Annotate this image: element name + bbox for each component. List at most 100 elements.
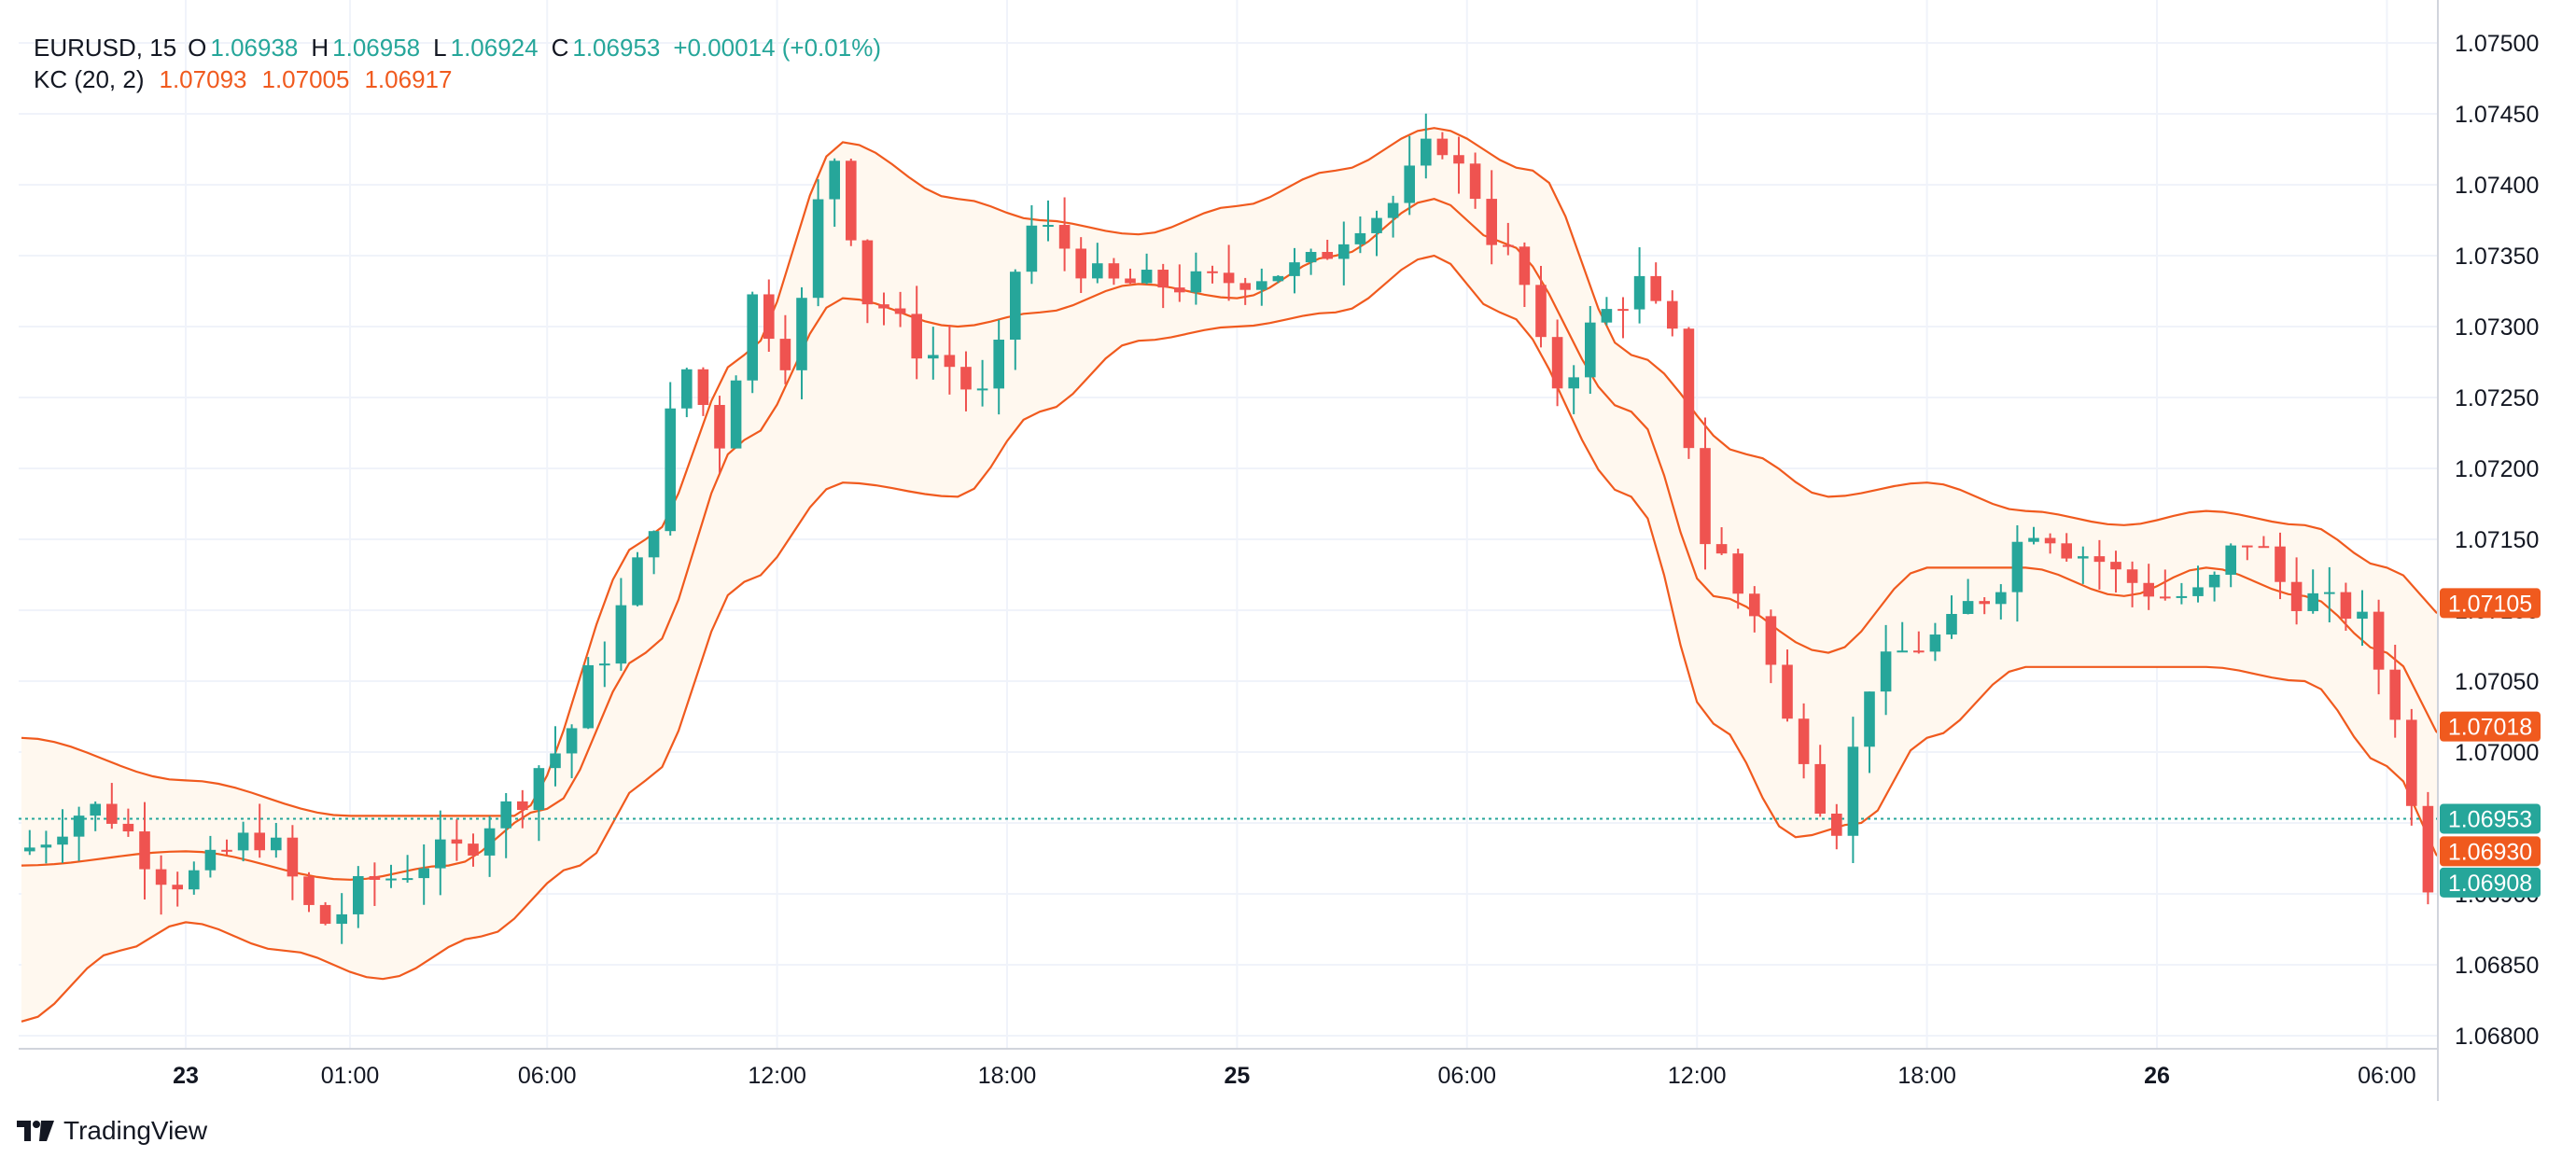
candle xyxy=(287,825,299,900)
candle-body xyxy=(353,875,364,914)
candle xyxy=(1272,274,1284,284)
keltner-lower-line xyxy=(21,254,2454,1023)
candle xyxy=(1075,237,1086,293)
candle xyxy=(1585,306,1596,395)
candle xyxy=(2176,582,2188,605)
candle-body xyxy=(1436,138,1449,156)
candle xyxy=(353,866,364,928)
candle xyxy=(2143,564,2154,610)
candle-body xyxy=(2160,596,2171,599)
price-label-background xyxy=(2440,588,2541,619)
candle-body xyxy=(911,314,922,359)
candle-body xyxy=(1503,244,1514,247)
candle-body xyxy=(1650,275,1661,301)
candle xyxy=(1535,265,1547,348)
candle xyxy=(2225,543,2236,588)
close-label: C xyxy=(551,34,569,62)
candle-body xyxy=(1519,246,1531,286)
candle xyxy=(1880,624,1892,716)
candle xyxy=(1551,319,1563,407)
candle xyxy=(779,314,791,384)
candle-body xyxy=(451,839,463,844)
candle xyxy=(483,816,496,877)
time-tick-label: 23 xyxy=(173,1063,199,1089)
candle xyxy=(1338,221,1350,286)
candle-body xyxy=(2143,582,2154,597)
candle-body xyxy=(1667,300,1678,329)
candle-body xyxy=(566,728,578,754)
price-tick-label: 1.06850 xyxy=(2455,953,2539,979)
candle-body xyxy=(1125,278,1136,284)
symbol-label[interactable]: EURUSD, 15 xyxy=(34,34,177,62)
candle-body xyxy=(24,847,35,852)
candle-body xyxy=(73,816,85,837)
candle-body xyxy=(763,294,775,340)
candle-body xyxy=(1058,225,1071,249)
tradingview-logo[interactable]: TradingView xyxy=(17,1116,207,1146)
candle-body xyxy=(2242,545,2253,548)
candle xyxy=(468,833,479,867)
candle xyxy=(517,789,528,829)
candle-body xyxy=(1043,225,1054,228)
candle xyxy=(2422,791,2434,905)
keltner-middle-line xyxy=(21,198,2454,881)
candle xyxy=(1239,277,1251,305)
candle xyxy=(2389,645,2401,738)
candle-body xyxy=(517,801,528,811)
candle xyxy=(1207,265,1218,284)
candle-body xyxy=(1174,287,1185,293)
candle xyxy=(1486,170,1497,265)
price-label-background xyxy=(2440,711,2541,742)
candle-body xyxy=(2340,592,2352,620)
candle-body xyxy=(1289,262,1300,276)
candle-body xyxy=(287,837,299,877)
candle xyxy=(1125,268,1136,285)
candle xyxy=(369,862,381,906)
candle xyxy=(1700,417,1711,570)
candle-body xyxy=(435,839,446,869)
candle xyxy=(697,367,709,416)
price-label-background xyxy=(2440,803,2541,834)
candle xyxy=(2110,551,2121,592)
candle xyxy=(1962,579,1974,615)
candle-body xyxy=(665,408,676,532)
time-tick-label: 06:00 xyxy=(518,1063,577,1089)
candle-body xyxy=(1092,263,1103,279)
candle xyxy=(1058,197,1071,272)
candle-body xyxy=(1453,155,1464,164)
candle-body xyxy=(1962,601,1974,614)
candle-body xyxy=(730,380,742,449)
kc-upper-value: 1.07093 xyxy=(159,65,247,93)
candle xyxy=(2258,536,2270,549)
indicator-legend-row[interactable]: KC (20, 2) 1.07093 1.07005 1.06917 xyxy=(34,63,881,95)
candle-body xyxy=(1782,664,1793,719)
logo-text: TradingView xyxy=(63,1116,208,1145)
candle xyxy=(878,292,889,326)
candle-body xyxy=(1633,275,1645,310)
candle xyxy=(2290,557,2303,625)
candle-body xyxy=(319,904,331,925)
candle-body xyxy=(1272,275,1284,282)
open-label: O xyxy=(188,34,207,62)
candle-body xyxy=(1831,813,1842,836)
candle-body xyxy=(57,836,68,845)
high-label: H xyxy=(311,34,329,62)
candle-body xyxy=(1897,650,1908,653)
candle xyxy=(1864,691,1875,774)
price-axis-background[interactable] xyxy=(2438,0,2576,1101)
candle-body xyxy=(221,849,232,852)
candle xyxy=(763,279,775,352)
time-axis[interactable]: 23 01:00 06:00 12:00 18:00 25 06:00 12:00 18:00 2… xyxy=(173,1063,2416,1089)
candle xyxy=(303,871,315,913)
price-axis[interactable]: 1.07500 1.07450 1.07400 1.07350 1.07300 1.072… xyxy=(2455,31,2539,1050)
indicator-label[interactable]: KC (20, 2) xyxy=(34,65,145,93)
candle-body xyxy=(697,369,709,405)
candle xyxy=(418,843,429,905)
high-value: 1.06958 xyxy=(332,34,421,62)
candle xyxy=(189,861,200,895)
candle xyxy=(993,319,1004,415)
candle-body xyxy=(1354,232,1366,244)
candle-body xyxy=(1683,328,1695,449)
